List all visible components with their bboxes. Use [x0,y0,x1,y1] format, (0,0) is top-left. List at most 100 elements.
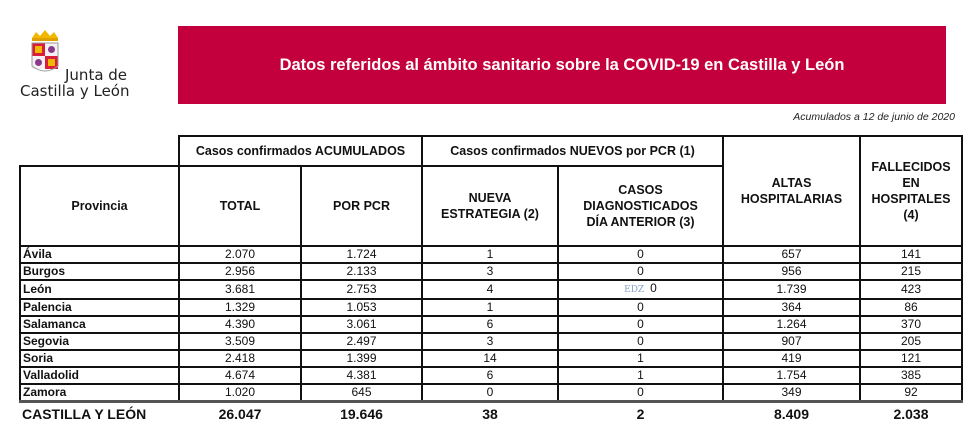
table-row: León 3.681 2.753 4 EDZ 0 1.739 423 [19,279,963,300]
title-banner: Datos referidos al ámbito sanitario sobr… [178,26,946,104]
header-altas-l1: ALTAS [771,176,812,190]
table-row: Ávila 2.070 1.724 1 0 657 141 [19,245,963,264]
cell-value: 1.399 [346,351,377,365]
cell-value: Ávila [23,247,52,261]
data-cell: 3 [421,332,559,351]
data-cell: 2.956 [178,262,302,281]
cell-value: León [23,282,52,296]
cell-value: 86 [904,300,918,314]
header-altas-l2: HOSPITALARIAS [740,192,843,206]
table-row: Salamanca 4.390 3.061 6 0 1.264 370 [19,315,963,334]
cell-value: 370 [900,317,922,331]
data-cell: 1.754 [722,366,861,385]
cell-value: 3 [486,264,494,278]
total-cell: 8.409 [723,400,860,425]
data-cell: EDZ 0 [557,279,724,300]
covid-data-table: Casos confirmados ACUMULADOS Casos confi… [19,135,963,425]
data-cell: 1 [421,245,559,264]
cell-value: 645 [351,385,372,399]
date-note: Acumulados a 12 de junio de 2020 [793,111,955,123]
cell-value: 205 [900,334,922,348]
total-cell: 2.038 [860,400,962,425]
cell-value: 349 [781,385,802,399]
cell-value: 657 [781,247,802,261]
data-cell: 121 [859,349,963,368]
cell-value: 4 [486,282,494,296]
cell-value: 2.956 [224,264,256,278]
cell-value: 0 [637,334,644,348]
cell-value: 1.329 [224,300,256,314]
cell-value: 3 [486,334,494,348]
cell-value: Palencia [23,300,72,314]
data-cell: 1.399 [300,349,423,368]
data-cell: 3.061 [300,315,423,334]
header-ne-l2: ESTRATEGIA (2) [441,207,539,221]
data-cell: 657 [722,245,861,264]
cell-value: 0 [637,247,644,261]
data-cell: 370 [859,315,963,334]
cell-value: 92 [904,385,918,399]
header-casos-diagnosticados: CASOS DIAGNOSTICADOS DÍA ANTERIOR (3) [557,165,724,247]
data-cell: 6 [421,366,559,385]
total-row: CASTILLA Y LEÓN 26.047 19.646 38 2 8.409… [20,400,962,425]
data-cell: 4 [421,279,559,300]
data-cell: 385 [859,366,963,385]
data-cell: 4.674 [178,366,302,385]
data-cell: 1.264 [722,315,861,334]
data-cell: 0 [421,383,559,403]
cell-value: 423 [900,282,922,296]
cell-value: 907 [781,334,802,348]
header-provincia: Provincia [19,165,180,247]
header-altas: ALTAS HOSPITALARIAS [722,135,861,247]
cell-value: 0 [637,264,644,278]
header-cd-l1: CASOS [618,183,663,197]
cell-value: 1 [637,368,644,382]
cell-value: 1.739 [776,282,807,296]
cell-value: Salamanca [23,317,86,331]
cell-value: 2.133 [346,264,377,278]
cell-value: 1.053 [346,300,377,314]
cell-value: 141 [900,247,922,261]
cell-value: 1.020 [224,385,256,399]
data-cell: 205 [859,332,963,351]
data-cell: 956 [722,262,861,281]
cell-value: 4.381 [346,368,377,382]
data-cell: 14 [421,349,559,368]
cell-value: 956 [781,264,802,278]
data-cell: 0 [557,383,724,403]
header-fallecidos: FALLECIDOS EN HOSPITALES (4) [859,135,963,247]
province-name: Soria [19,349,180,368]
province-name: Valladolid [19,366,180,385]
table-row: Valladolid 4.674 4.381 6 1 1.754 385 [19,366,963,385]
data-cell: 1.329 [178,298,302,317]
data-cell: 1.053 [300,298,423,317]
cell-value: 1 [486,247,494,261]
header-cd-l2: DIAGNOSTICADOS [583,199,698,213]
data-cell: 215 [859,262,963,281]
province-name: Ávila [19,245,180,264]
cell-value: 1 [637,351,644,365]
cell-value: 1 [486,300,494,314]
data-cell: 92 [859,383,963,403]
data-cell: 0 [557,262,724,281]
cell-value: 4.674 [224,368,256,382]
cell-value: 14 [483,351,497,365]
cell-value: 1.724 [346,247,377,261]
cell-value: 3.681 [224,282,256,296]
header-fallecidos-l2: EN [902,176,920,190]
blank-corner [20,136,179,167]
data-cell: 2.133 [300,262,423,281]
data-cell: 1 [557,349,724,368]
cell-value: 0 [637,385,644,399]
coat-of-arms-icon [31,30,59,72]
total-label: CASTILLA Y LEÓN [20,400,179,425]
cell-value: 121 [900,351,922,365]
cell-value: Segovia [23,334,70,348]
data-cell: 2.070 [178,245,302,264]
data-cell: 3.509 [178,332,302,351]
cell-value: Zamora [23,385,67,399]
header-nueva-estrategia: NUEVA ESTRATEGIA (2) [421,165,559,247]
table-row: Palencia 1.329 1.053 1 0 364 86 [19,298,963,317]
table-row: Burgos 2.956 2.133 3 0 956 215 [19,262,963,281]
data-cell: 423 [859,279,963,300]
